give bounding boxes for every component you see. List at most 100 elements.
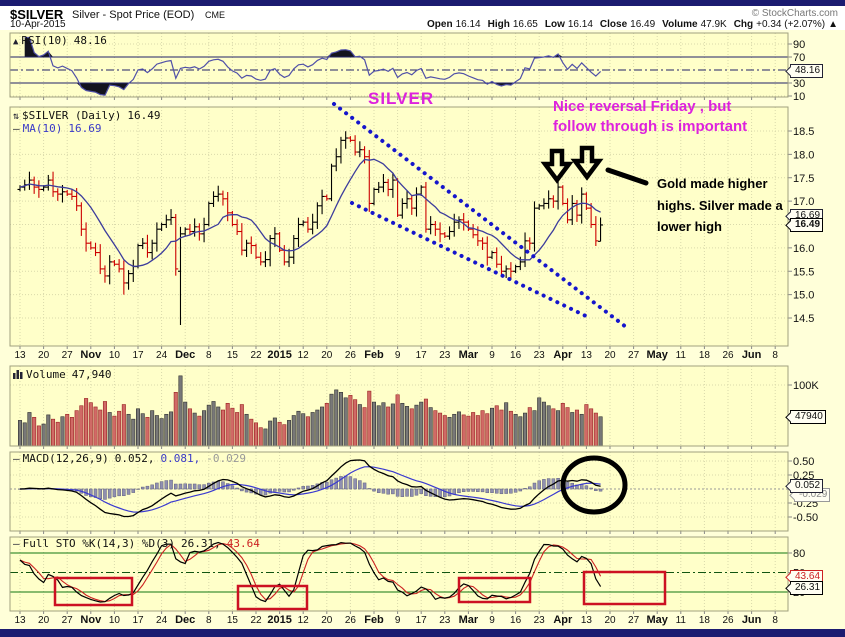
svg-text:13: 13 [581, 350, 593, 361]
svg-text:15.5: 15.5 [793, 266, 814, 278]
svg-text:12: 12 [298, 615, 310, 626]
svg-text:13: 13 [14, 350, 26, 361]
price-close-value: 16.49 [127, 109, 161, 122]
window-top-bar [0, 0, 845, 6]
sto-k-value: 26.31, [180, 537, 221, 550]
svg-text:Jun: Jun [742, 614, 762, 626]
svg-text:May: May [646, 614, 668, 626]
svg-text:0.50: 0.50 [793, 456, 814, 468]
macd-legend: — MACD(12,26,9) 0.052, 0.081, -0.029 [13, 452, 246, 465]
svg-text:23: 23 [534, 615, 546, 626]
tag-macd: 0.052 [790, 479, 824, 494]
macd-line-icon: — [13, 452, 20, 465]
svg-text:17: 17 [132, 350, 144, 361]
ma-value: 16.69 [68, 122, 102, 135]
svg-text:15: 15 [227, 350, 239, 361]
macd-hist-value: -0.029 [206, 452, 246, 465]
svg-text:22: 22 [250, 350, 262, 361]
svg-text:70: 70 [793, 52, 805, 64]
close-label: Close [599, 19, 628, 30]
svg-text:May: May [646, 349, 668, 361]
low-label: Low [544, 19, 565, 30]
svg-text:18.5: 18.5 [793, 126, 814, 138]
price-legend: ⇅ $SILVER (Daily) 16.49 [13, 109, 161, 122]
svg-text:17: 17 [416, 350, 428, 361]
svg-text:8: 8 [772, 615, 778, 626]
svg-text:30: 30 [793, 78, 805, 90]
high-value: 16.65 [512, 19, 538, 30]
svg-text:20: 20 [604, 350, 616, 361]
svg-text:10: 10 [109, 350, 121, 361]
ticker-name: Silver - Spot Price (EOD) [72, 9, 195, 21]
svg-text:18.0: 18.0 [793, 149, 814, 161]
svg-text:20: 20 [38, 615, 50, 626]
svg-text:24: 24 [156, 615, 168, 626]
svg-text:27: 27 [62, 615, 74, 626]
window-bottom-bar [0, 629, 845, 637]
svg-text:17.5: 17.5 [793, 173, 814, 185]
svg-text:11: 11 [676, 350, 687, 361]
svg-text:16: 16 [510, 350, 522, 361]
svg-text:20: 20 [321, 350, 333, 361]
open-value: 16.14 [455, 19, 481, 30]
price-label: $SILVER (Daily) [22, 109, 122, 122]
annotation-silver-title: SILVER [368, 89, 435, 108]
exchange-label: CME [205, 10, 225, 20]
rsi-value: 48.16 [73, 34, 107, 47]
annotation-gold-line3: lower high [657, 219, 722, 234]
high-label: High [487, 19, 510, 30]
rsi-label: RSI(10) [21, 34, 68, 47]
svg-text:10: 10 [793, 91, 805, 103]
svg-text:Feb: Feb [364, 614, 384, 626]
svg-text:Nov: Nov [80, 614, 102, 626]
close-value: 16.49 [630, 19, 656, 30]
tag-close: 16.49 [790, 217, 824, 232]
svg-text:11: 11 [676, 615, 687, 626]
svg-text:15.0: 15.0 [793, 290, 814, 302]
svg-text:14.5: 14.5 [793, 313, 814, 325]
price-icon: ⇅ [13, 111, 20, 122]
chg-up-arrow-icon: ▲ [828, 19, 838, 30]
volume-icon [13, 370, 23, 379]
svg-text:27: 27 [628, 615, 640, 626]
sto-line-icon: — [13, 537, 20, 550]
low-value: 16.14 [567, 19, 593, 30]
svg-text:12: 12 [298, 350, 310, 361]
annotation-reversal-line2: follow through is important [553, 118, 748, 135]
svg-text:17: 17 [132, 615, 144, 626]
tag-rsi: 48.16 [790, 64, 824, 79]
svg-text:16.0: 16.0 [793, 243, 814, 255]
svg-text:23: 23 [534, 350, 546, 361]
ma-line-icon: — [13, 122, 20, 135]
svg-text:27: 27 [62, 350, 74, 361]
svg-text:13: 13 [14, 615, 26, 626]
svg-text:2015: 2015 [267, 349, 291, 361]
macd-label: MACD(12,26,9) [22, 452, 109, 465]
ma-label: MA(10) [22, 122, 63, 135]
svg-text:90: 90 [793, 39, 805, 51]
svg-text:9: 9 [489, 350, 495, 361]
svg-text:8: 8 [206, 615, 212, 626]
svg-text:23: 23 [439, 350, 451, 361]
svg-text:9: 9 [395, 615, 401, 626]
svg-text:26: 26 [345, 350, 357, 361]
volume-label: Volume [662, 19, 698, 30]
svg-text:26: 26 [345, 615, 357, 626]
volume-legend: Volume 47,940 [13, 368, 112, 381]
svg-text:80: 80 [793, 548, 805, 560]
sto-label: Full STO %K(14,3) %D(3) [22, 537, 175, 550]
annotation-gold-line1: Gold made higher [657, 176, 768, 191]
chart-date: 10-Apr-2015 [10, 19, 66, 30]
macd-value: 0.052, [114, 452, 155, 465]
svg-text:Apr: Apr [553, 349, 573, 361]
svg-text:20: 20 [321, 615, 333, 626]
ma-legend: — MA(10) 16.69 [13, 122, 102, 135]
chart-header: $SILVER Silver - Spot Price (EOD) CME © … [0, 6, 845, 30]
svg-text:17: 17 [416, 615, 428, 626]
svg-text:100K: 100K [793, 380, 819, 392]
tag-vol: 47940 [790, 409, 826, 424]
tag-sto-k: 26.31 [790, 580, 824, 595]
ticker-symbol: $SILVER [10, 7, 64, 22]
svg-text:Nov: Nov [80, 349, 102, 361]
